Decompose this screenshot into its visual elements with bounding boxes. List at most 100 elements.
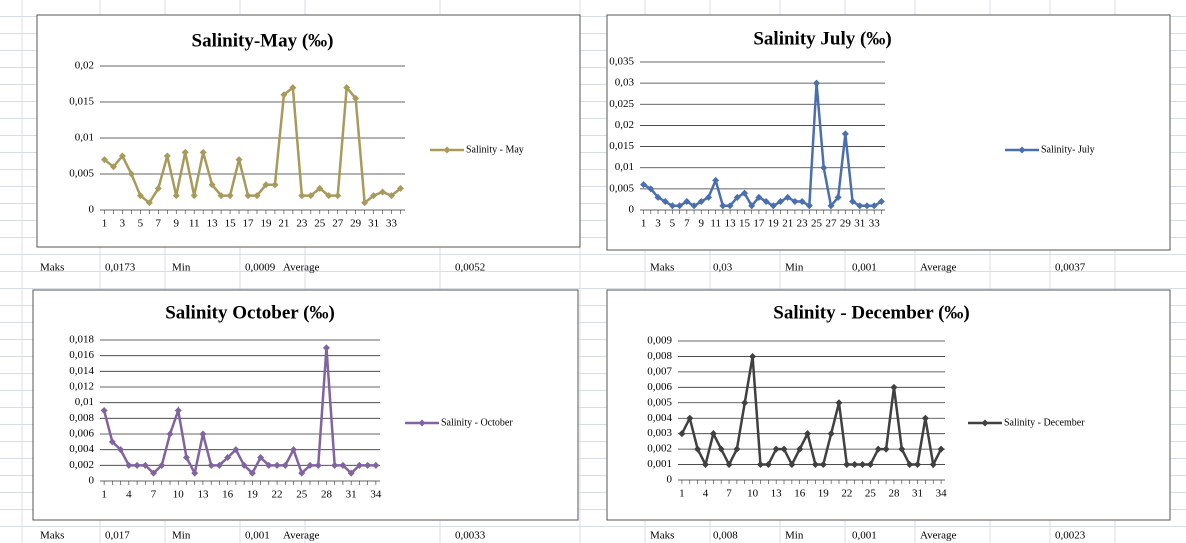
data-point [804, 430, 812, 438]
data-point [733, 193, 741, 201]
stat-cell: Maks [650, 530, 674, 542]
x-tick-label: 33 [869, 218, 881, 230]
y-tick-label: 0 [667, 474, 673, 486]
chart-title: Salinity-May (‰) [192, 30, 334, 51]
y-tick-label: 0,01 [75, 132, 94, 144]
y-tick-label: 0,035 [609, 56, 634, 68]
legend-label: Salinity- July [1041, 144, 1095, 155]
data-point [355, 461, 363, 469]
legend-marker [981, 419, 989, 427]
data-point [676, 202, 684, 210]
data-point [740, 189, 748, 197]
y-tick-label: 0,007 [647, 365, 672, 377]
stat-cell: 0,001 [852, 262, 877, 274]
x-tick-label: 19 [818, 488, 830, 500]
data-point [174, 407, 182, 414]
data-point [136, 192, 144, 200]
data-point [118, 152, 126, 160]
data-point [306, 461, 314, 469]
data-point [827, 202, 835, 210]
x-tick-label: 11 [189, 218, 200, 230]
x-tick-label: 25 [314, 218, 326, 230]
data-point [890, 383, 898, 391]
y-tick-label: 0,006 [647, 381, 672, 393]
data-point [805, 202, 813, 210]
stat-cell: 0,008 [713, 530, 738, 542]
data-point [712, 176, 720, 184]
data-point [248, 469, 256, 477]
x-tick-label: 17 [243, 218, 255, 230]
x-tick-label: 25 [811, 218, 823, 230]
x-tick-label: 15 [225, 218, 237, 230]
x-tick-label: 34 [370, 489, 382, 501]
y-tick-label: 0,01 [75, 396, 94, 408]
data-point [937, 445, 945, 453]
data-point [827, 430, 835, 438]
x-tick-label: 3 [655, 218, 661, 230]
data-point [316, 184, 324, 192]
chart-area [606, 289, 1171, 521]
data-point [199, 148, 207, 156]
x-tick-label: 21 [278, 218, 289, 230]
legend-marker [443, 146, 451, 154]
stat-cell: Average [920, 262, 957, 274]
x-tick-label: 16 [222, 489, 234, 501]
data-point [208, 181, 216, 189]
data-point [870, 202, 878, 210]
series-line [102, 347, 376, 477]
data-point [929, 461, 937, 469]
data-point [235, 156, 243, 164]
x-tick-label: 16 [794, 488, 806, 500]
data-point [109, 163, 117, 171]
x-tick-label: 13 [725, 218, 737, 230]
x-tick-label: 9 [699, 218, 705, 230]
data-point [835, 399, 843, 407]
x-tick-label: 7 [684, 218, 690, 230]
data-point [749, 352, 757, 360]
chart-area [36, 14, 581, 248]
data-point [271, 181, 279, 189]
data-point [133, 461, 141, 469]
stat-cell: Average [283, 262, 320, 274]
stat-cell: 0,0037 [1055, 262, 1086, 274]
x-tick-label: 22 [272, 489, 283, 501]
x-tick-label: 23 [296, 218, 308, 230]
data-point [741, 399, 749, 407]
x-tick-label: 1 [102, 218, 108, 230]
x-tick-label: 27 [332, 218, 344, 230]
stat-cell: 0,0009 [245, 262, 276, 274]
data-point [678, 430, 686, 438]
data-point [141, 461, 149, 469]
x-tick-label: 3 [120, 218, 126, 230]
data-point [841, 130, 849, 138]
y-tick-label: 0,002 [647, 443, 672, 455]
chart-title: Salinity October (‰) [165, 302, 335, 323]
data-point [265, 461, 273, 469]
data-point [108, 438, 116, 446]
series-line [103, 84, 402, 206]
data-point [780, 445, 788, 453]
x-tick-label: 22 [841, 488, 852, 500]
x-tick-label: 4 [703, 488, 709, 500]
data-point [756, 461, 764, 469]
data-point [704, 193, 712, 201]
data-point [755, 193, 763, 201]
data-point [882, 445, 890, 453]
y-tick-label: 0,02 [615, 119, 634, 131]
data-point [701, 461, 709, 469]
data-point [370, 192, 378, 200]
data-point [217, 192, 225, 200]
data-point [813, 79, 821, 87]
data-point [190, 192, 198, 200]
data-point [697, 198, 705, 206]
data-point [154, 184, 162, 192]
stat-cell: Min [785, 530, 804, 542]
data-point [668, 202, 676, 210]
data-point [877, 198, 885, 206]
y-tick-label: 0,009 [647, 335, 672, 347]
data-point [769, 202, 777, 210]
data-point [224, 454, 232, 461]
stat-cell: 0,001 [245, 530, 270, 542]
y-tick-label: 0,03 [615, 77, 635, 89]
